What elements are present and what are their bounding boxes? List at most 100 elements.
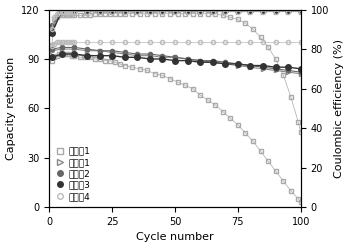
实施例1 [186,58,190,61]
对比例1 [258,150,262,153]
实施例4 [110,41,114,44]
实施例3 [198,61,202,64]
实施例1 [299,72,303,75]
实施例4 [50,44,54,47]
实施例1 [85,49,89,52]
Line: 实施例4: 实施例4 [50,40,303,48]
实施例4 [248,41,253,44]
实施例4 [122,41,127,44]
实施例3 [274,66,278,69]
实施例1 [60,48,64,51]
实施例4 [223,41,228,44]
实施例1 [50,49,54,52]
对比例1 [60,53,64,56]
对比例1 [113,61,117,64]
对比例1 [296,197,300,200]
实施例2 [50,48,54,51]
实施例4 [85,41,89,44]
实施例3 [85,54,89,57]
实施例2 [299,71,303,74]
Line: 实施例2: 实施例2 [50,45,303,74]
对比例1 [70,54,74,57]
对比例1 [251,140,255,143]
对比例1 [274,169,278,172]
对比例1 [213,104,217,107]
对比例1 [118,62,122,65]
实施例4 [148,41,152,44]
实施例1 [286,71,290,74]
实施例4 [274,41,278,44]
实施例4 [299,41,303,44]
实施例4 [211,41,215,44]
实施例1 [274,69,278,72]
实施例2 [211,59,215,62]
对比例1 [72,54,77,57]
实施例2 [160,54,164,57]
对比例1 [50,59,54,62]
Line: 实施例3: 实施例3 [49,51,303,72]
对比例1 [65,53,69,56]
实施例4 [70,41,74,44]
对比例1 [198,94,202,97]
实施例3 [98,54,102,57]
对比例1 [168,77,172,80]
实施例2 [60,46,64,49]
对比例1 [107,59,112,62]
实施例1 [261,67,265,70]
对比例1 [153,72,157,75]
X-axis label: Cycle number: Cycle number [136,232,214,243]
实施例1 [173,56,177,59]
实施例3 [248,64,253,67]
对比例1 [52,56,56,59]
对比例1 [130,66,134,69]
实施例1 [236,64,240,67]
实施例3 [122,56,127,59]
实施例2 [248,64,253,67]
实施例1 [72,48,77,51]
实施例3 [261,64,265,67]
对比例1 [228,117,232,120]
实施例4 [173,41,177,44]
实施例1 [211,61,215,64]
实施例2 [261,66,265,69]
Line: 实施例1: 实施例1 [50,47,303,76]
实施例4 [135,41,139,44]
对比例1 [299,201,303,204]
实施例1 [110,51,114,54]
实施例2 [98,49,102,52]
实施例2 [148,53,152,56]
实施例4 [65,41,69,44]
实施例4 [286,41,290,44]
实施例4 [60,41,64,44]
实施例3 [110,54,114,57]
实施例1 [198,59,202,62]
实施例2 [135,53,139,56]
实施例4 [72,41,77,44]
实施例2 [173,56,177,59]
实施例4 [52,43,56,46]
对比例1 [88,56,92,59]
对比例1 [122,64,127,67]
对比例1 [57,53,62,56]
实施例4 [55,41,59,44]
实施例4 [198,41,202,44]
对比例1 [77,56,82,59]
对比例1 [145,69,149,72]
实施例3 [286,66,290,69]
实施例1 [122,53,127,56]
实施例4 [67,41,71,44]
实施例1 [98,49,102,52]
实施例4 [236,41,240,44]
实施例3 [160,58,164,61]
Y-axis label: Coulombic efficiency (%): Coulombic efficiency (%) [335,39,344,178]
实施例3 [186,59,190,62]
实施例2 [72,46,77,49]
Line: 对比例1: 对比例1 [50,52,303,204]
实施例4 [98,41,102,44]
实施例4 [160,41,164,44]
实施例4 [261,41,265,44]
对比例1 [175,81,180,84]
对比例1 [55,54,59,57]
实施例2 [274,67,278,70]
实施例2 [122,51,127,54]
